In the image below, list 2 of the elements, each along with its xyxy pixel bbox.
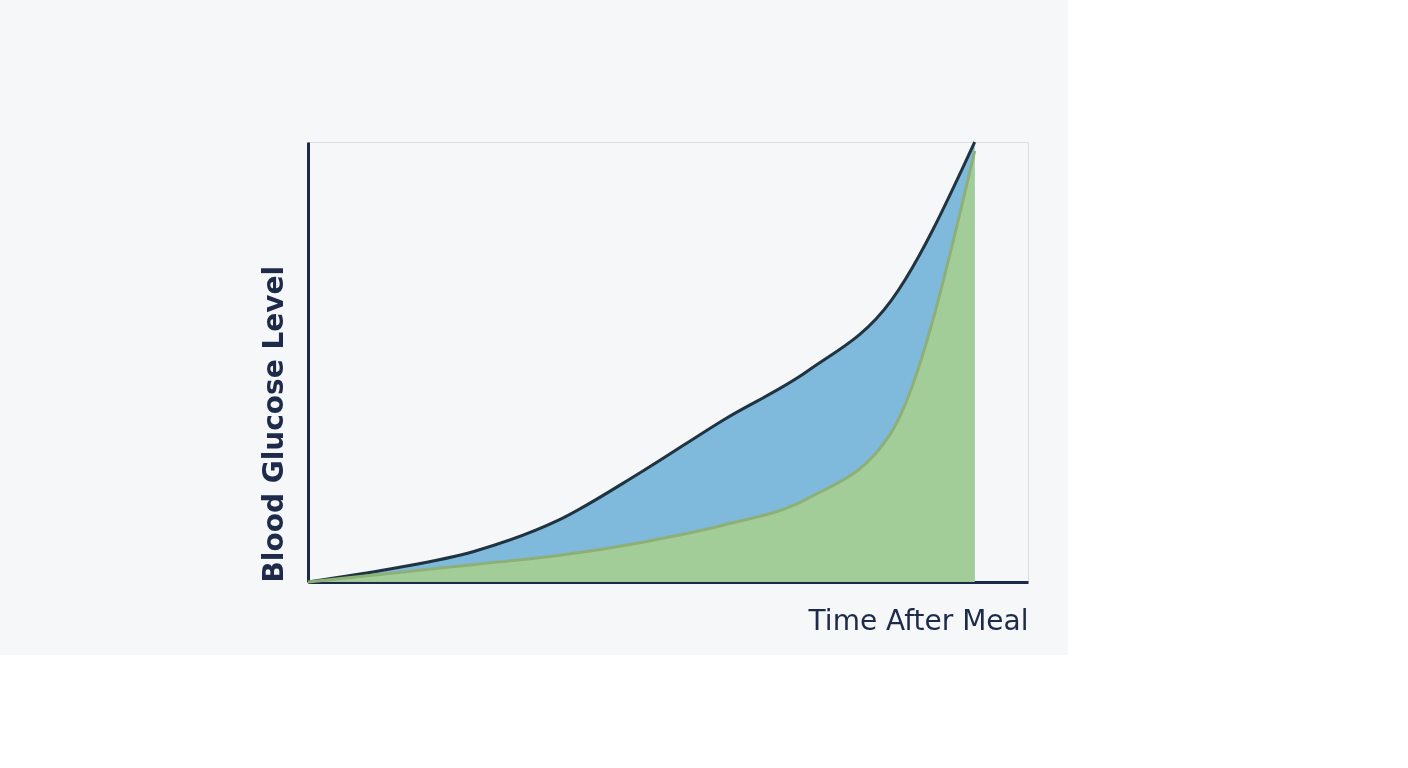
y-axis-title: Blood Glucose Level [256, 265, 290, 583]
x-axis-title: Time After Meal [807, 603, 1029, 637]
